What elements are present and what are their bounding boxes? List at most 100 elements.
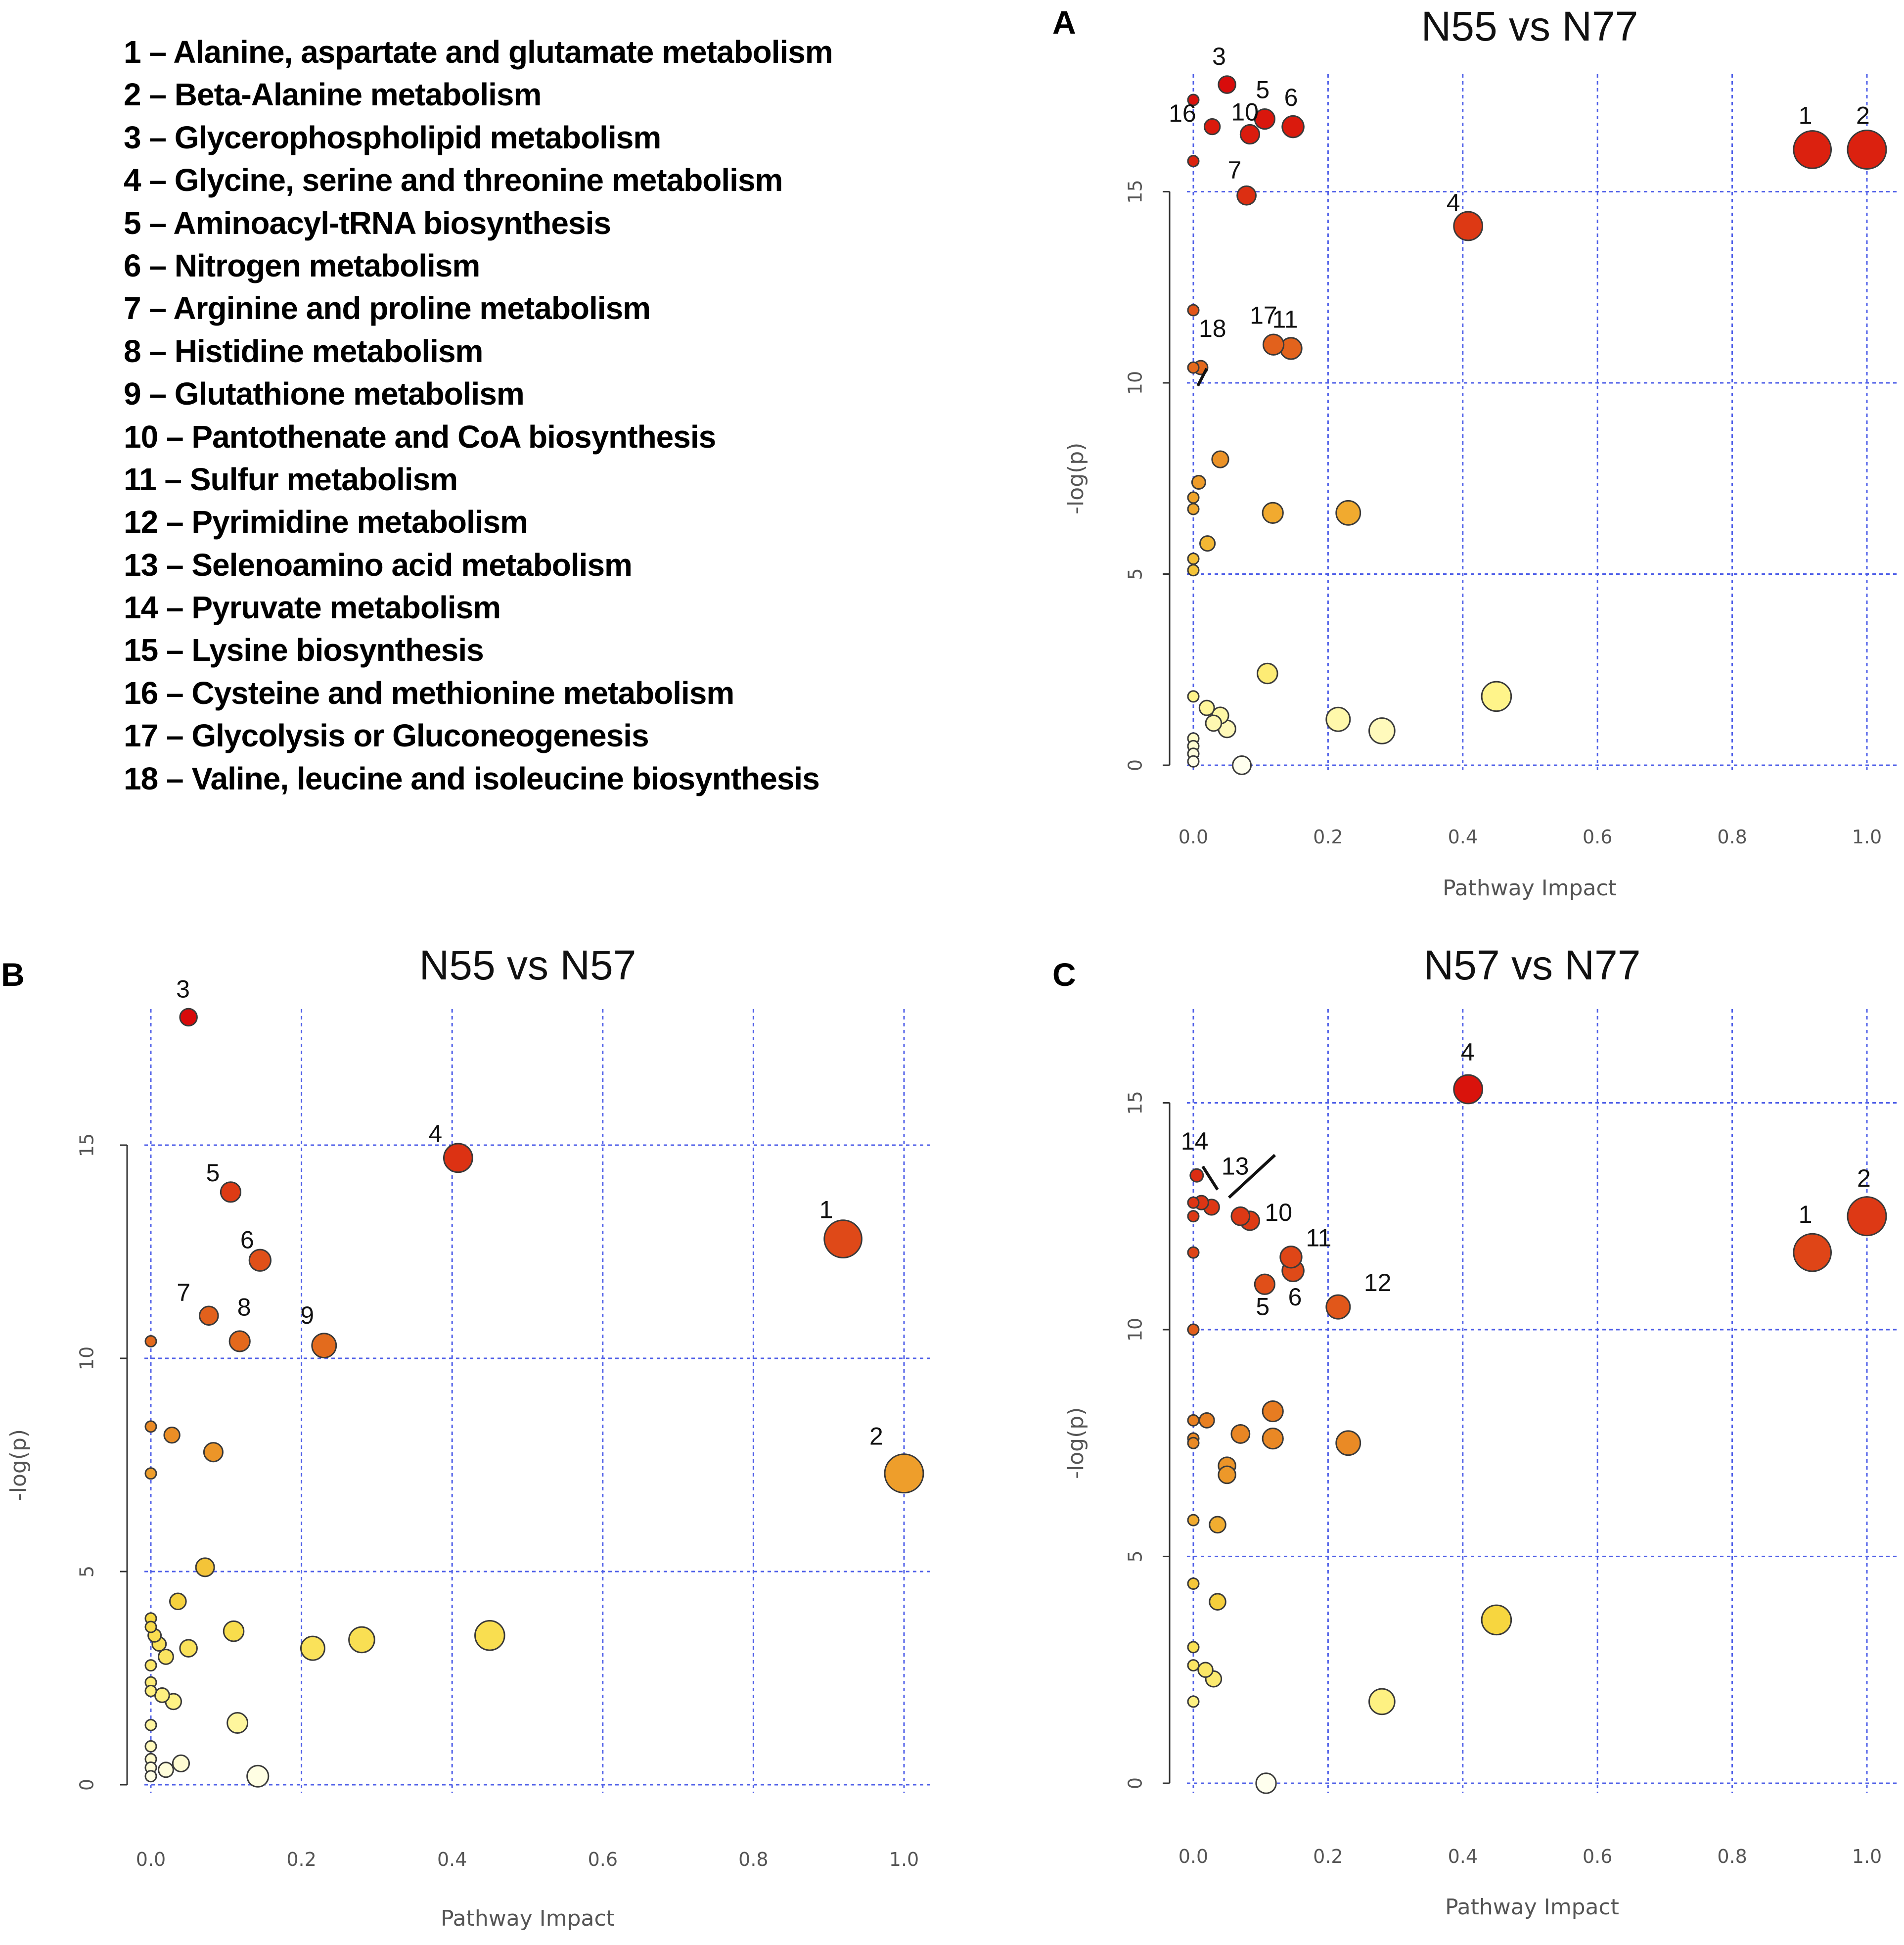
x-axis-title: Pathway Impact: [1445, 1895, 1619, 1920]
data-point: [1209, 1516, 1226, 1534]
legend-item: 15 – Lysine biosynthesis: [124, 632, 484, 668]
data-point: [1325, 706, 1351, 732]
data-point: [144, 1718, 157, 1731]
y-tick-label: 15: [76, 1133, 97, 1157]
data-point: [1187, 503, 1200, 515]
panel-letter: A: [1052, 4, 1076, 41]
legend-item: 14 – Pyruvate metabolism: [124, 590, 501, 626]
y-tick-label: 5: [1124, 568, 1146, 580]
y-tick-label: 10: [76, 1346, 97, 1370]
x-tick-label: 0.4: [1448, 826, 1478, 848]
data-point: [199, 1305, 219, 1326]
point-label: 4: [1461, 1038, 1475, 1066]
legend-item: 18 – Valine, leucine and isoleucine bios…: [124, 760, 820, 796]
point-label: 7: [177, 1279, 190, 1306]
data-point: [1793, 1233, 1832, 1272]
data-point: [1187, 1577, 1200, 1590]
point-label: 6: [1284, 84, 1298, 111]
point-label: 2: [1857, 1164, 1871, 1192]
data-point: [1368, 717, 1396, 744]
data-point: [300, 1635, 325, 1661]
point-label: 4: [1447, 189, 1460, 217]
data-point: [203, 1442, 224, 1463]
point-label: 13: [1222, 1152, 1249, 1180]
y-tick-label: 5: [76, 1566, 97, 1577]
point-label: 16: [1169, 99, 1196, 127]
data-point: [248, 1249, 272, 1272]
data-point: [169, 1592, 187, 1611]
data-point: [1211, 450, 1229, 468]
data-point: [1481, 681, 1512, 712]
data-point: [1203, 118, 1221, 136]
data-point: [1187, 564, 1200, 577]
data-point: [1187, 1659, 1200, 1672]
pathway-legend: 1 – Alanine, aspartate and glutamate met…: [124, 31, 833, 800]
y-tick-label: 10: [1124, 1318, 1146, 1342]
data-point: [1262, 502, 1284, 524]
data-point: [144, 1467, 157, 1480]
x-tick-label: 1.0: [1852, 826, 1882, 848]
data-point: [311, 1333, 337, 1359]
legend-item: 10 – Pantothenate and CoA biosynthesis: [124, 418, 716, 455]
data-point: [144, 1420, 157, 1433]
data-point: [1187, 690, 1200, 703]
data-point: [1257, 662, 1278, 685]
point-label: 1: [819, 1196, 833, 1224]
point-label: 10: [1265, 1199, 1292, 1226]
legend-item: 17 – Glycolysis or Gluconeogenesis: [124, 718, 649, 754]
label-leader-line: [1196, 368, 1208, 387]
data-point: [228, 1330, 251, 1352]
data-point: [223, 1620, 245, 1642]
data-point: [1187, 1246, 1200, 1259]
legend-item: 8 – Histidine metabolism: [124, 333, 483, 369]
legend-item: 1 – Alanine, aspartate and glutamate met…: [124, 34, 833, 70]
data-point: [246, 1764, 270, 1788]
x-tick-label: 0.0: [1179, 1846, 1208, 1867]
x-tick-label: 0.2: [1313, 826, 1343, 848]
y-tick-label: 10: [1124, 371, 1146, 395]
point-label: 8: [237, 1294, 251, 1321]
point-label: 11: [1272, 305, 1298, 333]
data-point: [1189, 1168, 1204, 1183]
panel-letter: C: [1052, 956, 1076, 993]
point-label: 2: [869, 1423, 883, 1450]
legend-item: 5 – Aminoacyl-tRNA biosynthesis: [124, 205, 611, 241]
y-tick-label: 15: [1124, 180, 1146, 203]
data-point: [227, 1712, 249, 1734]
data-point: [1187, 93, 1200, 106]
data-point: [884, 1453, 924, 1494]
data-point: [1197, 1662, 1214, 1678]
x-tick-label: 1.0: [889, 1849, 919, 1870]
data-point: [1218, 1465, 1236, 1484]
data-point: [1262, 1427, 1284, 1450]
data-point: [195, 1557, 215, 1577]
point-label: 3: [1212, 43, 1226, 70]
legend-item: 13 – Selenoamino acid metabolism: [124, 547, 633, 583]
data-point: [1187, 304, 1200, 317]
legend-item: 6 – Nitrogen metabolism: [124, 247, 480, 283]
point-label: 5: [1256, 76, 1269, 104]
y-tick-label: 0: [76, 1779, 97, 1791]
data-point: [1262, 1400, 1284, 1423]
data-point: [1205, 714, 1223, 732]
data-point: [1239, 124, 1261, 145]
point-label: 7: [1228, 156, 1242, 184]
data-point: [1209, 1593, 1226, 1611]
data-point: [1254, 108, 1275, 130]
data-point: [1262, 333, 1285, 356]
data-point: [1481, 1604, 1512, 1636]
y-tick-label: 15: [1124, 1091, 1146, 1114]
legend-item: 2 – Beta-Alanine metabolism: [124, 77, 542, 113]
data-point: [1187, 1414, 1200, 1427]
data-point: [144, 1659, 157, 1672]
x-axis-title: Pathway Impact: [1443, 876, 1617, 901]
legend-item: 4 – Glycine, serine and threonine metabo…: [124, 162, 783, 198]
data-point: [443, 1143, 473, 1173]
data-point: [1187, 1436, 1200, 1449]
x-tick-label: 1.0: [1852, 1846, 1882, 1867]
data-point: [1335, 1430, 1361, 1456]
data-point: [1255, 1772, 1277, 1794]
data-point: [179, 1008, 198, 1027]
data-point: [1187, 1196, 1200, 1209]
